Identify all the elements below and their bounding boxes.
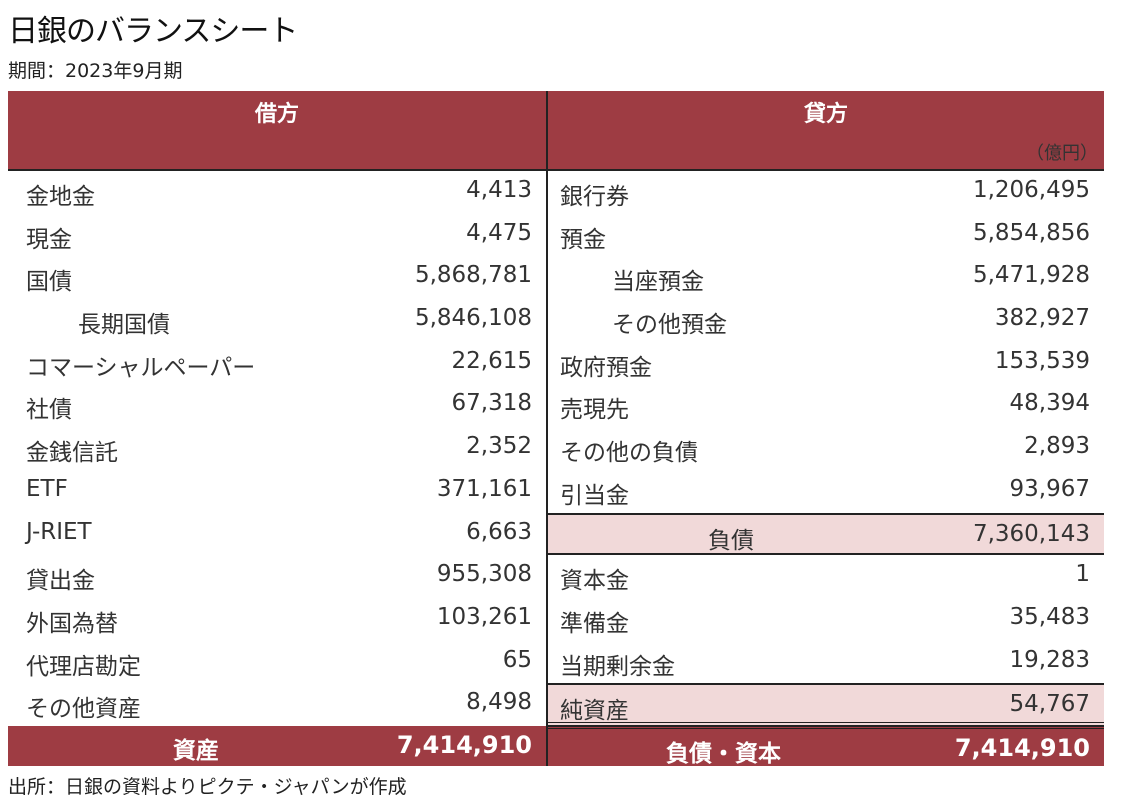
credit-header-label: 貸方 bbox=[803, 102, 848, 127]
row-value: 54,767 bbox=[1009, 691, 1090, 718]
debit-panel: 借方 金地金 4,413 現金 4,475 国債 5,868,781 長期国債 5,84… bbox=[8, 91, 546, 726]
row-value: 955,308 bbox=[436, 561, 532, 588]
debit-row: 長期国債 5,846,108 bbox=[8, 299, 546, 342]
row-value: 1,206,495 bbox=[972, 177, 1090, 203]
row-value: 2,893 bbox=[1024, 433, 1090, 460]
net-assets-subtotal-row: 純資産 54,767 bbox=[548, 683, 1104, 726]
unit-label: （億円） bbox=[1026, 143, 1098, 164]
row-value: 4,413 bbox=[466, 177, 532, 203]
credit-row: 準備金 35,483 bbox=[548, 598, 1104, 641]
credit-row: 当座預金 5,471,928 bbox=[548, 256, 1104, 299]
row-value: 5,846,108 bbox=[414, 305, 532, 332]
row-label: 当期剰余金 bbox=[560, 653, 675, 680]
row-label: 金地金 bbox=[26, 184, 95, 210]
row-label: J-RIET bbox=[26, 518, 92, 545]
credit-row: 預金 5,854,856 bbox=[548, 214, 1104, 257]
row-value: 8,498 bbox=[466, 689, 532, 716]
total-label: 資産 bbox=[173, 738, 219, 764]
row-value: 371,161 bbox=[436, 475, 532, 502]
row-label: 資本金 bbox=[560, 568, 629, 595]
row-value: 48,394 bbox=[1009, 390, 1090, 417]
row-value: 1 bbox=[1075, 561, 1090, 588]
row-label: 当座預金 bbox=[612, 269, 704, 296]
row-label: 金銭信託 bbox=[26, 440, 118, 467]
credit-rows: 銀行券 1,206,495 預金 5,854,856 当座預金 5,471,928 そ… bbox=[548, 169, 1104, 726]
row-label: コマーシャルペーパー bbox=[26, 354, 256, 381]
row-value: 35,483 bbox=[1009, 603, 1090, 630]
row-value: 6,663 bbox=[466, 518, 532, 545]
row-label: その他預金 bbox=[612, 312, 727, 339]
row-value: 4,475 bbox=[466, 219, 532, 246]
row-value: 7,360,143 bbox=[972, 520, 1090, 547]
credit-row: その他預金 382,927 bbox=[548, 299, 1104, 342]
period-label: 期間：2023年9月期 bbox=[8, 60, 183, 82]
row-label: その他の負債 bbox=[560, 440, 698, 467]
row-label: 社債 bbox=[26, 397, 72, 424]
row-value: 5,471,928 bbox=[972, 262, 1090, 289]
debit-row: その他資産 8,498 bbox=[8, 683, 546, 726]
total-value: 7,414,910 bbox=[396, 731, 532, 759]
row-value: 22,615 bbox=[451, 347, 532, 374]
debit-header-label: 借方 bbox=[254, 102, 299, 127]
row-label: 外国為替 bbox=[26, 610, 118, 637]
row-label: 政府預金 bbox=[560, 354, 652, 381]
credit-row: その他の負債 2,893 bbox=[548, 427, 1104, 470]
liabilities-equity-total-row: 負債・資本 7,414,910 bbox=[548, 726, 1104, 767]
row-value: 153,539 bbox=[994, 347, 1090, 374]
debit-row: ETF 371,161 bbox=[8, 470, 546, 513]
row-value: 65 bbox=[502, 646, 532, 673]
row-label: 引当金 bbox=[560, 482, 629, 509]
debit-row: J-RIET 6,663 bbox=[8, 513, 546, 556]
row-value: 5,868,781 bbox=[414, 262, 532, 289]
credit-row: 売現先 48,394 bbox=[548, 384, 1104, 427]
row-label: 貸出金 bbox=[26, 568, 95, 595]
row-label: 純資産 bbox=[560, 698, 629, 725]
credit-row: 当期剰余金 19,283 bbox=[548, 641, 1104, 684]
credit-row: 引当金 93,967 bbox=[548, 470, 1104, 513]
debit-row: コマーシャルペーパー 22,615 bbox=[8, 342, 546, 385]
credit-panel: 貸方 （億円） 銀行券 1,206,495 預金 5,854,856 当座預金 5,4… bbox=[548, 91, 1104, 726]
debit-row: 代理店勘定 65 bbox=[8, 641, 546, 684]
debit-row: 金地金 4,413 bbox=[8, 171, 546, 214]
assets-total-row: 資産 7,414,910 bbox=[8, 726, 546, 766]
debit-row: 国債 5,868,781 bbox=[8, 256, 546, 299]
row-label: 預金 bbox=[560, 226, 606, 253]
row-value: 382,927 bbox=[994, 305, 1090, 332]
liabilities-subtotal-row: 負債 7,360,143 bbox=[548, 512, 1104, 556]
row-label: 現金 bbox=[26, 226, 72, 253]
total-value: 7,414,910 bbox=[954, 734, 1090, 762]
row-label: 長期国債 bbox=[78, 312, 170, 339]
row-value: 103,261 bbox=[436, 603, 532, 630]
credit-header: 貸方 （億円） bbox=[548, 91, 1104, 169]
page-title: 日銀のバランスシート bbox=[8, 14, 298, 49]
row-label: 負債 bbox=[708, 527, 754, 554]
row-value: 19,283 bbox=[1009, 646, 1090, 673]
row-label: 銀行券 bbox=[560, 184, 629, 210]
source-note: 出所：日銀の資料よりピクテ・ジャパンが作成 bbox=[8, 776, 407, 798]
debit-rows: 金地金 4,413 現金 4,475 国債 5,868,781 長期国債 5,846,1… bbox=[8, 169, 546, 726]
debit-row: 外国為替 103,261 bbox=[8, 598, 546, 641]
row-value: 67,318 bbox=[451, 390, 532, 417]
column-divider bbox=[546, 91, 548, 766]
debit-row: 社債 67,318 bbox=[8, 384, 546, 427]
row-value: 2,352 bbox=[466, 433, 532, 460]
row-value: 93,967 bbox=[1009, 475, 1090, 502]
row-label: 国債 bbox=[26, 269, 72, 296]
credit-row: 資本金 1 bbox=[548, 555, 1104, 598]
row-label: 準備金 bbox=[560, 610, 629, 637]
debit-row: 貸出金 955,308 bbox=[8, 555, 546, 598]
row-label: 代理店勘定 bbox=[26, 653, 141, 680]
debit-row: 金銭信託 2,352 bbox=[8, 427, 546, 470]
credit-row: 政府預金 153,539 bbox=[548, 342, 1104, 385]
row-label: 売現先 bbox=[560, 397, 629, 424]
total-label: 負債・資本 bbox=[666, 741, 781, 767]
row-value: 5,854,856 bbox=[972, 219, 1090, 246]
row-label: ETF bbox=[26, 475, 68, 502]
debit-row: 現金 4,475 bbox=[8, 214, 546, 257]
credit-row: 銀行券 1,206,495 bbox=[548, 171, 1104, 214]
debit-header: 借方 bbox=[8, 91, 546, 169]
row-label: その他資産 bbox=[26, 696, 141, 723]
